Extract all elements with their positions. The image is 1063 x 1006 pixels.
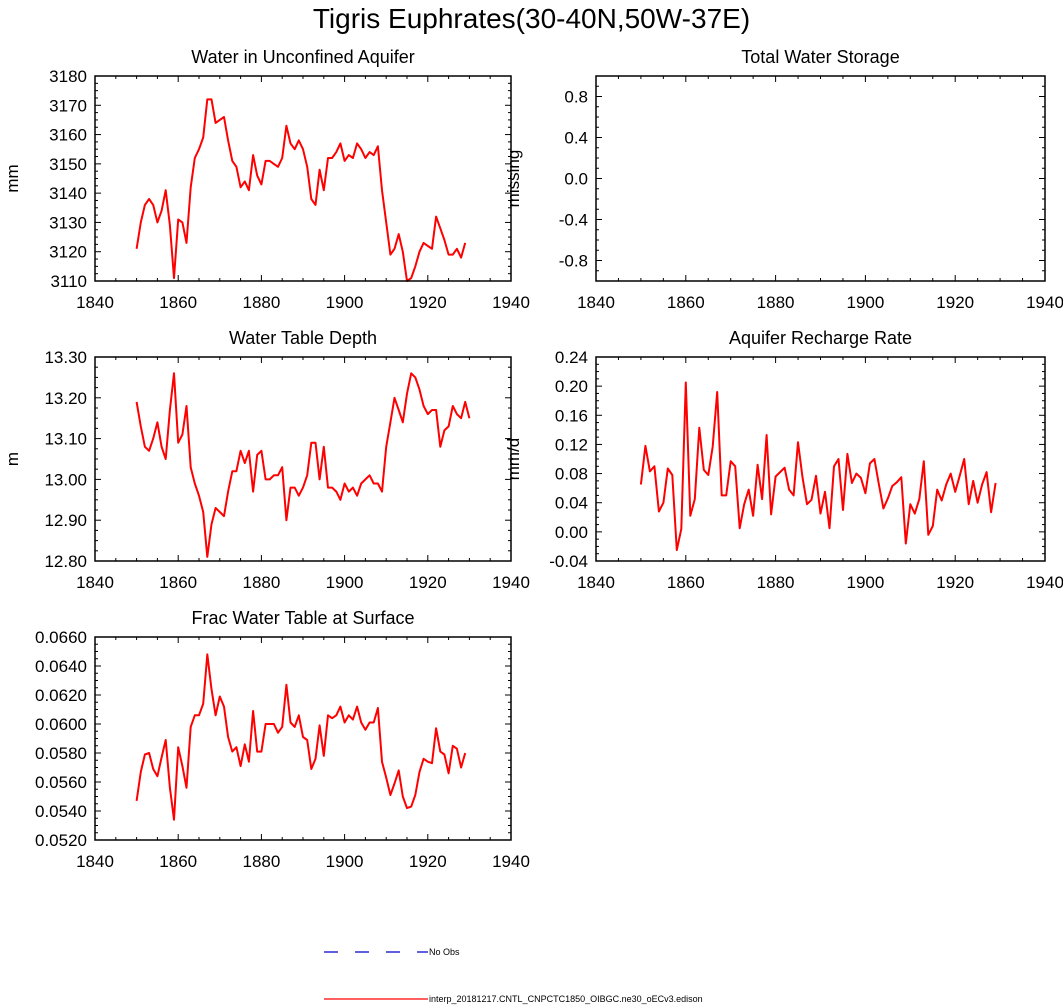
y-tick-label: 3120 [49,243,87,262]
y-axis-label: m [3,452,22,466]
x-tick-label: 1920 [409,573,447,592]
y-tick-label: 0.0660 [35,628,87,647]
y-tick-label: 0.00 [555,523,588,542]
panel-title: Frac Water Table at Surface [191,608,414,628]
plot-frame [94,75,512,282]
y-tick-label: 0.04 [555,494,588,513]
y-tick-label: 3170 [49,96,87,115]
x-tick-label: 1920 [409,293,447,312]
y-tick-label: 0.8 [564,88,588,107]
y-tick-label: -0.04 [549,552,588,571]
x-tick-label: 1900 [846,573,884,592]
y-tick-label: 0.0 [564,170,588,189]
y-tick-label: 0.0540 [35,802,87,821]
plot-frame [94,636,512,841]
y-tick-label: 3140 [49,184,87,203]
x-tick-label: 1840 [76,573,114,592]
plot-frame [595,75,1046,282]
x-tick-label: 1840 [577,293,615,312]
x-tick-label: 1880 [242,573,280,592]
y-tick-label: 13.30 [44,348,87,367]
y-tick-label: 13.00 [44,470,87,489]
y-tick-label: 0.0620 [35,686,87,705]
y-tick-label: 3130 [49,213,87,232]
y-tick-label: 3160 [49,126,87,145]
x-tick-label: 1860 [159,852,197,871]
y-tick-label: 0.0600 [35,715,87,734]
y-axis-label: missing [504,150,523,208]
series-line [135,98,467,282]
series-line [639,381,997,552]
panel-5: Frac Water Table at Surface 1840 1860 1880 1… [35,608,530,871]
legend: No Obs interp_20181217.CNTL_CNPCTC1850_OI… [324,947,703,1004]
plot-frame [595,356,1046,562]
x-tick-label: 1920 [936,573,974,592]
y-tick-label: 12.90 [44,511,87,530]
y-tick-label: 0.0580 [35,744,87,763]
panel-3: Water Table Depth m 1840 1860 1880 1900 1920 19… [3,328,530,592]
x-tick-label: 1920 [936,293,974,312]
x-tick-label: 1940 [492,573,530,592]
series-line [135,653,467,821]
y-tick-label: 3150 [49,155,87,174]
panel-4: Aquifer Recharge Rate mm/d 1840 1860 1880 190… [504,328,1063,592]
y-tick-label: 0.4 [564,129,588,148]
x-tick-label: 1920 [409,852,447,871]
series-line [135,372,471,558]
legend-label: interp_20181217.CNTL_CNPCTC1850_OIBGC.ne… [429,994,703,1004]
y-tick-label: 0.20 [555,377,588,396]
y-tick-label: 3180 [49,67,87,86]
x-tick-label: 1900 [846,293,884,312]
y-tick-label: 0.0520 [35,831,87,850]
x-tick-label: 1840 [76,293,114,312]
x-tick-label: 1900 [326,852,364,871]
y-tick-label: 0.0560 [35,773,87,792]
y-tick-label: 0.24 [555,348,588,367]
x-tick-label: 1900 [326,573,364,592]
x-tick-label: 1900 [326,293,364,312]
y-tick-label: 0.0640 [35,657,87,676]
panel-1: Water in Unconfined Aquifer mm 1840 1860 188… [3,47,530,312]
y-tick-label: -0.4 [559,211,588,230]
x-tick-label: 1860 [159,293,197,312]
panel-title: Water Table Depth [229,328,377,348]
y-tick-label: 13.10 [44,430,87,449]
x-tick-label: 1940 [1026,573,1063,592]
x-tick-label: 1860 [667,293,705,312]
x-tick-label: 1860 [667,573,705,592]
y-tick-label: 0.08 [555,465,588,484]
y-tick-label: 13.20 [44,389,87,408]
panel-title: Water in Unconfined Aquifer [191,47,414,67]
y-tick-label: -0.8 [559,252,588,271]
x-tick-label: 1840 [76,852,114,871]
x-tick-label: 1940 [492,852,530,871]
y-axis-label: mm [3,164,22,192]
panel-title: Total Water Storage [741,47,899,67]
x-tick-label: 1880 [242,852,280,871]
plot-frame [94,356,512,562]
panel-title: Aquifer Recharge Rate [729,328,912,348]
x-tick-label: 1880 [757,573,795,592]
y-tick-label: 0.12 [555,435,588,454]
legend-label: No Obs [429,947,460,957]
x-tick-label: 1940 [492,293,530,312]
x-tick-label: 1880 [242,293,280,312]
x-tick-label: 1940 [1026,293,1063,312]
x-tick-label: 1860 [159,573,197,592]
x-tick-label: 1880 [757,293,795,312]
y-axis-label: mm/d [504,438,523,481]
y-tick-label: 3110 [50,272,87,291]
panel-2: Total Water Storage missing 1840 1860 1880 19… [504,47,1063,312]
figure-title: Tigris Euphrates(30-40N,50W-37E) [312,3,751,34]
y-tick-label: 12.80 [44,552,87,571]
y-tick-label: 0.16 [555,406,588,425]
x-tick-label: 1840 [577,573,615,592]
